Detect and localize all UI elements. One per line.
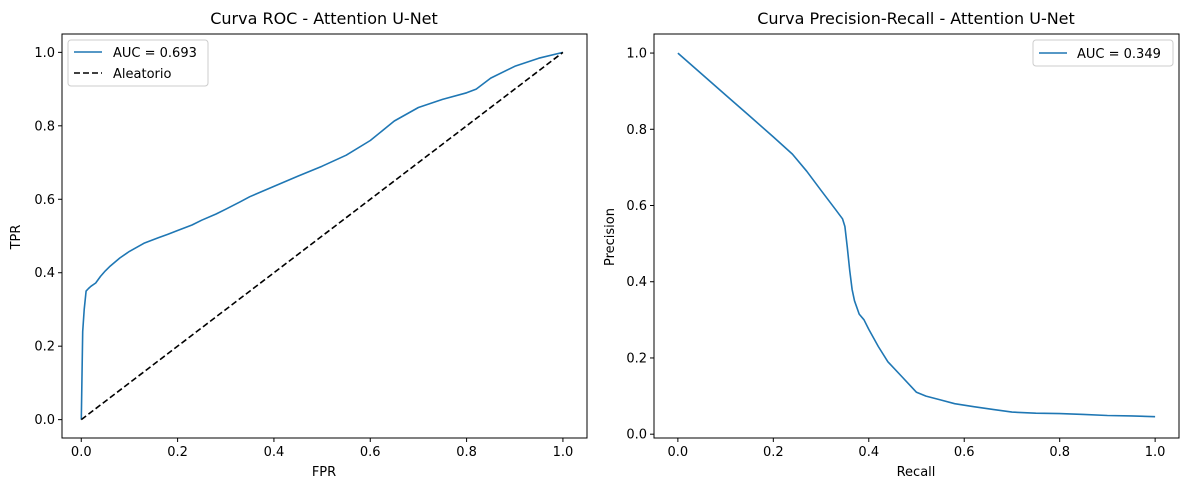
pr-x-axis-label: Recall [897,465,936,480]
pr-chart-title: Curva Precision-Recall - Attention U-Net [757,9,1075,28]
roc-x-tick-label: 0.8 [456,445,477,460]
pr-x-tick-label: 1.0 [1145,445,1166,460]
pr-x-tick-label: 0.2 [763,445,784,460]
pr-y-tick-label: 0.2 [626,351,647,366]
pr-plot-frame [653,33,1180,439]
pr-x-tick-label: 0.4 [858,445,879,460]
roc-y-tick-label: 0.4 [34,266,55,281]
pr-x-tick-label: 0.8 [1049,445,1070,460]
roc-legend-label-1: Aleatorio [113,67,171,82]
pr-y-tick-label: 0.0 [626,428,647,443]
pr-legend-box [1032,39,1174,67]
roc-x-tick-label: 0.2 [167,445,188,460]
roc-y-tick-label: 0.8 [34,119,55,134]
roc-series [80,51,564,421]
pr-y-tick-label: 0.6 [626,199,647,214]
roc-chart-title: Curva ROC - Attention U-Net [210,9,438,28]
pr-x-tick-label: 0.6 [954,445,975,460]
roc-ticks: 0.0 0.2 0.4 0.6 0.8 1.0 0.0 0.2 0.4 0.6 0.8 1.0 [34,46,573,460]
pr-x-tick-label: 0.0 [668,445,689,460]
roc-x-tick-label: 1.0 [553,445,574,460]
pr-y-tick-label: 0.8 [626,123,647,138]
pr-legend-label-0: AUC = 0.349 [1077,47,1161,62]
roc-y-tick-label: 0.2 [34,340,55,355]
roc-x-tick-label: 0.4 [264,445,285,460]
precision-recall-chart: Curva Precision-Recall - Attention U-Net… [603,9,1180,480]
roc-y-tick-label: 0.0 [34,413,55,428]
roc-series-line-0 [80,51,564,420]
roc-plot-frame [61,33,588,439]
roc-y-tick-label: 1.0 [34,46,55,61]
roc-legend: AUC = 0.693 Aleatorio [67,39,209,87]
pr-series-line-0 [677,52,1156,418]
pr-y-tick-label: 1.0 [626,47,647,62]
pr-y-axis-label: Precision [603,208,618,266]
roc-legend-label-0: AUC = 0.693 [113,46,197,61]
roc-x-axis-label: FPR [312,465,336,480]
pr-ticks: 0.0 0.2 0.4 0.6 0.8 1.0 0.0 0.2 0.4 0.6 0.8 1.0 [626,47,1165,460]
roc-chart: Curva ROC - Attention U-Net FPR TPR 0.0 0… [9,9,588,480]
roc-y-axis-label: TPR [9,225,24,251]
roc-x-tick-label: 0.0 [71,445,92,460]
roc-y-tick-label: 0.6 [34,193,55,208]
roc-x-tick-label: 0.6 [360,445,381,460]
pr-y-tick-label: 0.4 [626,275,647,290]
roc-legend-box [67,39,209,87]
roc-series-line-1 [80,51,564,421]
pr-series [677,52,1156,418]
pr-legend: AUC = 0.349 [1032,39,1174,67]
